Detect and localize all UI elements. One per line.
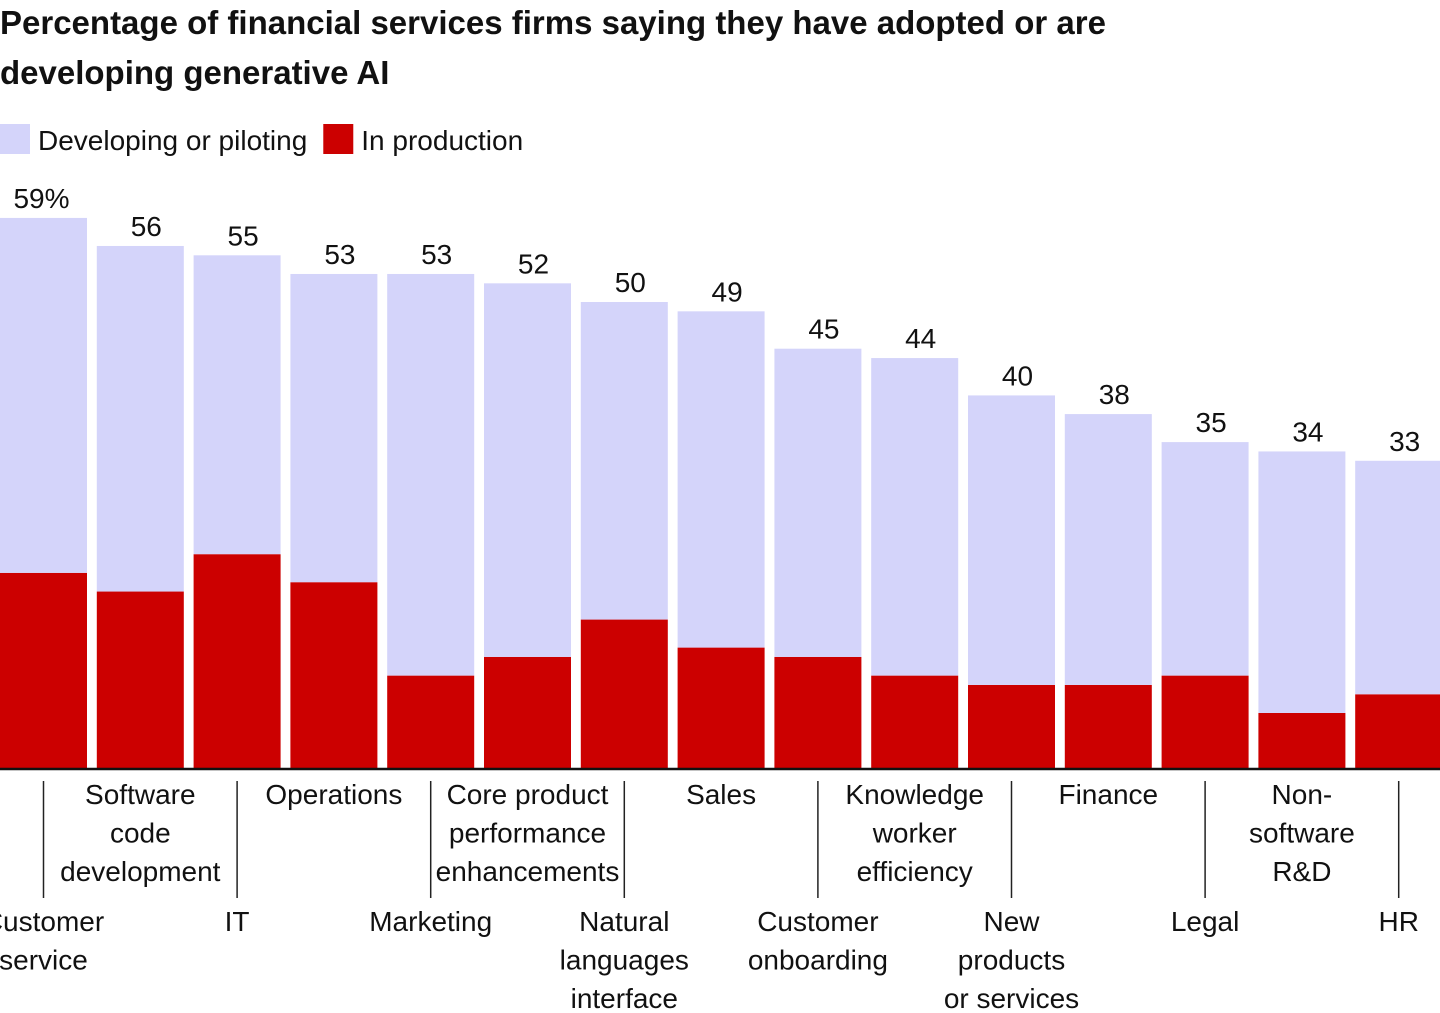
- bar-segment: [484, 656, 571, 769]
- bar-segment: [1258, 712, 1346, 769]
- x-tick-label: Sales: [686, 779, 756, 810]
- x-tick-label: Finance: [1058, 779, 1158, 810]
- value-label: 55: [228, 220, 259, 251]
- bar-segment: [96, 591, 184, 769]
- value-label: 45: [808, 314, 839, 345]
- legend-label: In production: [361, 125, 523, 156]
- x-tick-label: Operations: [265, 779, 402, 810]
- x-tick-label: Software code development: [60, 779, 221, 887]
- bar-segment: [580, 619, 668, 769]
- value-label: 50: [615, 267, 646, 298]
- bar-segment: [387, 273, 475, 676]
- x-tick-label: New products or services: [944, 906, 1079, 1013]
- value-label: 34: [1292, 416, 1323, 447]
- bar-segment: [1064, 684, 1152, 769]
- bar-segment: [387, 675, 475, 769]
- bar-segment: [484, 283, 571, 657]
- bar-segment: [968, 395, 1055, 685]
- bar-segment: [1064, 414, 1152, 685]
- bar-segment: [871, 675, 959, 769]
- value-label: 40: [1002, 360, 1033, 391]
- bar-segment: [0, 217, 87, 573]
- bar-segment: [871, 358, 959, 676]
- bar-segment: [774, 656, 862, 769]
- bar-segment: [193, 554, 281, 769]
- legend-swatch: [0, 124, 30, 154]
- bar-segment: [580, 302, 668, 620]
- x-tick-label: Marketing: [369, 906, 492, 937]
- value-label: 59%: [13, 183, 69, 214]
- value-label: 33: [1389, 426, 1420, 457]
- x-tick-label: Knowledge worker efficiency: [845, 779, 984, 887]
- x-tick-label: Core product performance enhancements: [436, 779, 620, 887]
- value-label: 53: [421, 239, 452, 270]
- legend-swatch: [323, 124, 354, 154]
- x-tick-label: IT: [225, 906, 250, 937]
- x-tick-label: HR: [1378, 906, 1418, 937]
- bar-segment: [290, 273, 378, 583]
- bar-segment: [1355, 460, 1440, 695]
- x-tick-label: Non-software R&D: [1249, 779, 1355, 887]
- x-tick-label: Customerservice: [0, 906, 104, 976]
- bar-segment: [1355, 694, 1440, 769]
- value-label: 56: [131, 211, 162, 242]
- value-label: 38: [1099, 379, 1130, 410]
- value-label: 44: [905, 323, 936, 354]
- x-tick-label: Legal: [1171, 906, 1240, 937]
- bar-segment: [96, 245, 184, 592]
- value-label: 53: [324, 239, 355, 270]
- value-label: 52: [518, 248, 549, 279]
- x-tick-label: Natural languages interface: [560, 906, 689, 1013]
- bar-segment: [290, 582, 378, 769]
- chart-title: Percentage of financial services firms s…: [0, 4, 1106, 91]
- x-tick-label: Customer onboarding: [748, 906, 888, 976]
- value-label: 35: [1196, 407, 1227, 438]
- bar-segment: [1161, 442, 1249, 676]
- bar-segment: [677, 311, 765, 648]
- legend-label: Developing or piloting: [38, 125, 307, 156]
- value-label: 49: [712, 276, 743, 307]
- bar-segment: [1161, 675, 1249, 769]
- bar-segment: [774, 348, 862, 657]
- bar-segment: [193, 255, 281, 555]
- bar-segment: [968, 684, 1055, 769]
- bar-segment: [1258, 451, 1346, 713]
- bar-segment: [677, 647, 765, 769]
- bar-segment: [0, 572, 87, 769]
